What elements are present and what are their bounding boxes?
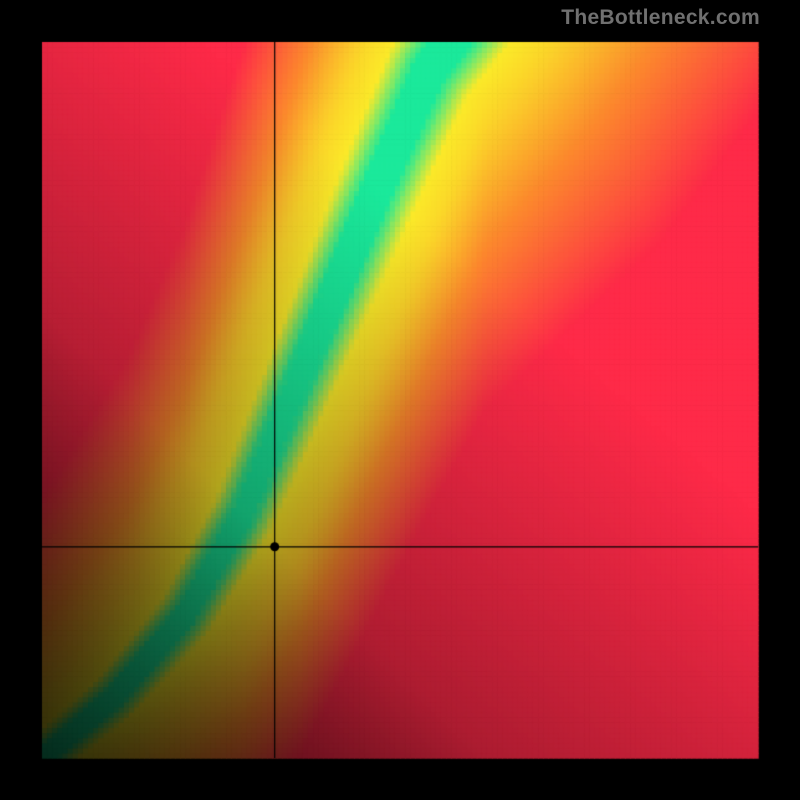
heatmap-canvas — [0, 0, 800, 800]
chart-container: TheBottleneck.com — [0, 0, 800, 800]
watermark-label: TheBottleneck.com — [561, 6, 760, 30]
